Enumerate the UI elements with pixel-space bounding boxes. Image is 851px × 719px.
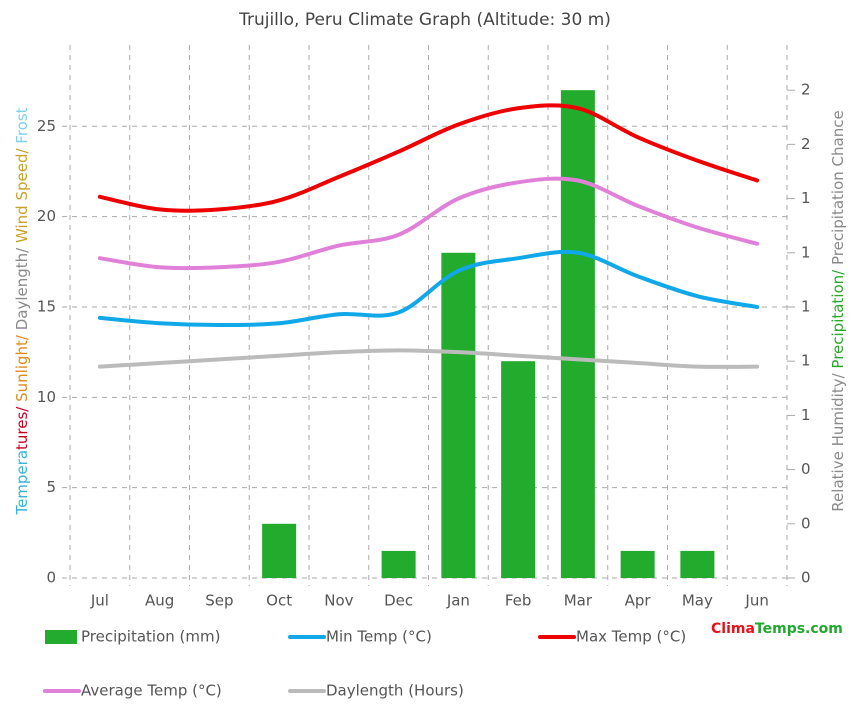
legend-label: Daylength (Hours) bbox=[326, 682, 464, 700]
y2-tick-label: 1 bbox=[801, 297, 811, 315]
y2-tick-label: 2 bbox=[801, 81, 811, 99]
y2-axis-title-part: Relative Humidity/ bbox=[829, 372, 847, 511]
x-tick-label: Jan bbox=[446, 592, 470, 610]
watermark-part: Temps.com bbox=[755, 621, 843, 637]
legend-label: Max Temp (°C) bbox=[576, 628, 686, 646]
y-axis-title-part: Daylength/ bbox=[13, 247, 31, 335]
x-tick-label: Mar bbox=[564, 592, 593, 610]
bar bbox=[262, 523, 297, 578]
y-axis-title-part: Frost bbox=[13, 107, 31, 148]
y2-tick-label: 1 bbox=[801, 189, 811, 207]
y-tick-label: 20 bbox=[37, 207, 56, 225]
y-tick-label: 15 bbox=[37, 297, 56, 315]
line bbox=[97, 348, 760, 369]
y-tick-label: 10 bbox=[37, 388, 56, 406]
y2-tick-label: 0 bbox=[801, 514, 811, 532]
x-tick-label: Oct bbox=[266, 592, 292, 610]
legend-label: Min Temp (°C) bbox=[326, 628, 432, 646]
watermark: ClimaTemps.com bbox=[711, 621, 843, 637]
y2-tick-label: 2 bbox=[801, 135, 811, 153]
bar bbox=[501, 361, 536, 578]
y2-tick-label: 1 bbox=[801, 406, 811, 424]
y-tick-label: 25 bbox=[37, 117, 56, 135]
y-axis-title-part: Sunlight/ bbox=[13, 334, 31, 407]
line bbox=[97, 176, 760, 271]
bar bbox=[441, 252, 476, 579]
y2-tick-label: 1 bbox=[801, 352, 811, 370]
x-tick-label: Dec bbox=[384, 592, 413, 610]
y-tick-label: 0 bbox=[46, 569, 56, 587]
x-tick-label: Sep bbox=[205, 592, 233, 610]
y2-axis-title-part: Precipitation/ bbox=[829, 269, 847, 374]
bar bbox=[680, 550, 715, 578]
y2-axis-title-part: Precipitation Chance bbox=[829, 110, 847, 269]
y2-tick-label: 0 bbox=[801, 569, 811, 587]
y2-tick-label: 1 bbox=[801, 243, 811, 261]
y-axis-title-part: Tempera bbox=[13, 450, 31, 516]
y-axis-title-part: tures/ bbox=[13, 406, 31, 450]
y2-axis-title: Relative Humidity/ Precipitation/ Precip… bbox=[829, 110, 847, 511]
legend-label: Average Temp (°C) bbox=[81, 682, 222, 700]
bar bbox=[620, 550, 655, 578]
y-axis-title-part: Wind Speed/ bbox=[13, 148, 31, 248]
bar bbox=[381, 550, 416, 578]
bar bbox=[560, 90, 595, 578]
chart-title: Trujillo, Peru Climate Graph (Altitude: … bbox=[238, 10, 611, 30]
y-tick-label: 5 bbox=[46, 478, 56, 496]
legend-label: Precipitation (mm) bbox=[81, 628, 220, 646]
x-tick-label: Jul bbox=[90, 592, 109, 610]
x-tick-label: May bbox=[682, 592, 713, 610]
x-tick-label: Apr bbox=[625, 592, 652, 610]
x-tick-label: Feb bbox=[505, 592, 532, 610]
x-tick-label: Nov bbox=[324, 592, 353, 610]
line bbox=[97, 249, 760, 328]
watermark-part: Clima bbox=[711, 621, 755, 637]
x-tick-label: Jun bbox=[744, 592, 768, 610]
line bbox=[97, 103, 760, 213]
y-axis-title: Temperatures/ Sunlight/ Daylength/ Wind … bbox=[13, 107, 31, 515]
x-tick-label: Aug bbox=[145, 592, 174, 610]
y2-tick-label: 0 bbox=[801, 460, 811, 478]
legend-swatch bbox=[45, 630, 77, 644]
